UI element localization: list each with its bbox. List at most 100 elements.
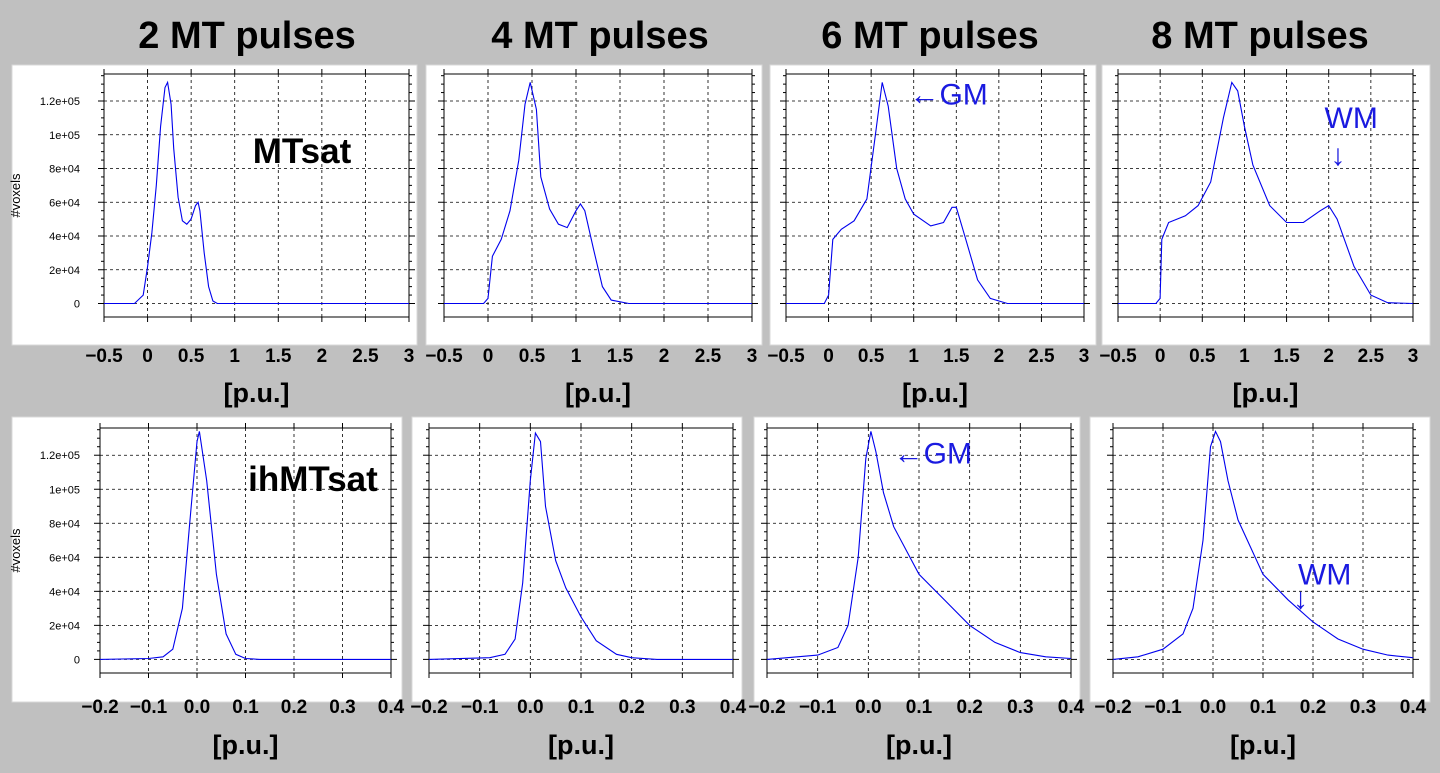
x-axis-label: [p.u.] bbox=[224, 378, 290, 408]
x-tick-label: 1.5 bbox=[265, 346, 292, 367]
panel-r1-c3: −0.5 0 0.5 1 1.5 2 2.5 3 [p.u.] ←GM bbox=[767, 64, 1097, 408]
row-label: MTsat bbox=[253, 132, 352, 171]
panel-background bbox=[1089, 416, 1431, 703]
x-tick-label: 0.2 bbox=[618, 697, 644, 718]
y-tick-label: 1e+05 bbox=[49, 130, 80, 142]
panel-r1-c1: −0.5 0 0.5 1 1.5 2 2.5 3 [p.u.] 0 2e+04 4e+04 6e+04 8… bbox=[8, 64, 418, 408]
plot-frame bbox=[785, 73, 1085, 318]
plot-frame bbox=[103, 73, 410, 318]
column-title-2: 4 MT pulses bbox=[491, 15, 709, 57]
panel-background bbox=[411, 416, 743, 703]
x-axis-label: [p.u.] bbox=[902, 378, 968, 408]
x-tick-label: 0.4 bbox=[1058, 697, 1085, 718]
histogram-line bbox=[1112, 429, 1414, 660]
x-tick-label: 3 bbox=[1079, 346, 1090, 367]
x-tick-label: 0.3 bbox=[1350, 697, 1376, 718]
y-axis-label: #voxels bbox=[8, 528, 23, 573]
annotation-label: WM bbox=[1298, 559, 1351, 592]
panel-r1-c4: −0.5 0 0.5 1 1.5 2 2.5 3 [p.u.] WM ↓ bbox=[1099, 64, 1431, 408]
x-axis-label: [p.u.] bbox=[213, 730, 279, 760]
y-tick-label: 0 bbox=[74, 654, 80, 666]
x-tick-label: 2.5 bbox=[1358, 346, 1385, 367]
x-tick-label: 0.2 bbox=[281, 697, 307, 718]
x-tick-label: −0.5 bbox=[85, 346, 123, 367]
plot-frame bbox=[766, 427, 1072, 674]
annotation-label: ←GM bbox=[894, 438, 972, 471]
x-tick-label: 0.4 bbox=[1400, 697, 1427, 718]
y-tick-label: 4e+04 bbox=[49, 231, 80, 243]
x-tick-label: 1 bbox=[229, 346, 240, 367]
x-tick-label: 2 bbox=[659, 346, 670, 367]
x-tick-label: 0 bbox=[483, 346, 494, 367]
x-tick-label: 0.5 bbox=[519, 346, 546, 367]
annotation-label: WM bbox=[1325, 102, 1378, 135]
plot-frame bbox=[99, 427, 392, 674]
panel-background bbox=[11, 64, 418, 346]
x-tick-label: −0.2 bbox=[410, 697, 448, 718]
x-tick-label: 0.1 bbox=[232, 697, 259, 718]
y-tick-label: 0 bbox=[74, 299, 80, 311]
plot-frame bbox=[428, 427, 734, 674]
x-tick-label: 0.1 bbox=[906, 697, 933, 718]
column-title-4: 8 MT pulses bbox=[1151, 15, 1369, 57]
y-tick-label: 2e+04 bbox=[49, 620, 80, 632]
column-title-1: 2 MT pulses bbox=[138, 15, 356, 57]
x-tick-label: 0.3 bbox=[669, 697, 695, 718]
histogram-line bbox=[99, 431, 391, 660]
x-axis-label: [p.u.] bbox=[886, 730, 952, 760]
x-axis-label: [p.u.] bbox=[548, 730, 614, 760]
histogram-line bbox=[444, 82, 752, 305]
annotation-label: ←GM bbox=[909, 78, 987, 111]
y-axis-label: #voxels bbox=[8, 173, 23, 218]
x-tick-label: 0.3 bbox=[1007, 697, 1033, 718]
x-tick-label: −0.1 bbox=[461, 697, 499, 718]
x-tick-label: 1 bbox=[1239, 346, 1250, 367]
y-tick-label: 1.2e+05 bbox=[40, 96, 80, 108]
plot-frame bbox=[1112, 427, 1414, 674]
x-tick-label: 0.2 bbox=[1300, 697, 1326, 718]
x-tick-label: 1 bbox=[571, 346, 582, 367]
x-tick-label: 2.5 bbox=[695, 346, 722, 367]
x-tick-label: −0.5 bbox=[1099, 346, 1137, 367]
x-tick-label: 1.5 bbox=[943, 346, 970, 367]
x-tick-label: 0.5 bbox=[858, 346, 885, 367]
column-title-3: 6 MT pulses bbox=[821, 15, 1039, 57]
x-tick-label: 3 bbox=[404, 346, 415, 367]
panel-r2-c1: −0.2 −0.1 0.0 0.1 0.2 0.3 0.4 [p.u.] 0 2e+04 4e+04… bbox=[8, 416, 405, 760]
y-tick-label: 4e+04 bbox=[49, 586, 80, 598]
x-tick-label: −0.1 bbox=[130, 697, 168, 718]
x-tick-label: 0.1 bbox=[568, 697, 595, 718]
y-tick-label: 2e+04 bbox=[49, 265, 80, 277]
panel-background bbox=[425, 64, 763, 346]
histogram-line bbox=[428, 431, 733, 660]
y-tick-label: 1e+05 bbox=[49, 484, 80, 496]
x-tick-label: 3 bbox=[1408, 346, 1419, 367]
plot-frame bbox=[1117, 73, 1414, 318]
x-tick-label: −0.5 bbox=[425, 346, 463, 367]
x-tick-label: 0.1 bbox=[1250, 697, 1277, 718]
x-tick-label: 2 bbox=[1323, 346, 1334, 367]
x-tick-label: 2.5 bbox=[352, 346, 379, 367]
x-tick-label: 0.0 bbox=[1200, 697, 1226, 718]
histogram-line bbox=[766, 431, 1072, 660]
x-tick-label: 0 bbox=[1155, 346, 1166, 367]
x-tick-label: 0.5 bbox=[1189, 346, 1216, 367]
panel-background bbox=[1101, 64, 1431, 346]
x-tick-label: 3 bbox=[747, 346, 758, 367]
panel-r2-c3: −0.2 −0.1 0.0 0.1 0.2 0.3 0.4 [p.u.] ←GM bbox=[748, 416, 1085, 760]
panel-background bbox=[753, 416, 1081, 703]
x-tick-label: 0.3 bbox=[329, 697, 355, 718]
panel-background bbox=[11, 416, 403, 703]
x-axis-label: [p.u.] bbox=[1233, 378, 1299, 408]
histogram-line bbox=[1118, 81, 1414, 305]
x-tick-label: 2 bbox=[994, 346, 1005, 367]
y-tick-label: 6e+04 bbox=[49, 197, 80, 209]
x-tick-label: 2 bbox=[317, 346, 328, 367]
x-tick-label: 1.5 bbox=[607, 346, 634, 367]
x-tick-label: 0.4 bbox=[720, 697, 747, 718]
plot-frame bbox=[443, 73, 753, 318]
panel-r2-c2: −0.2 −0.1 0.0 0.1 0.2 0.3 0.4 [p.u.] bbox=[410, 416, 747, 760]
x-tick-label: 0.5 bbox=[178, 346, 205, 367]
y-tick-label: 6e+04 bbox=[49, 552, 80, 564]
